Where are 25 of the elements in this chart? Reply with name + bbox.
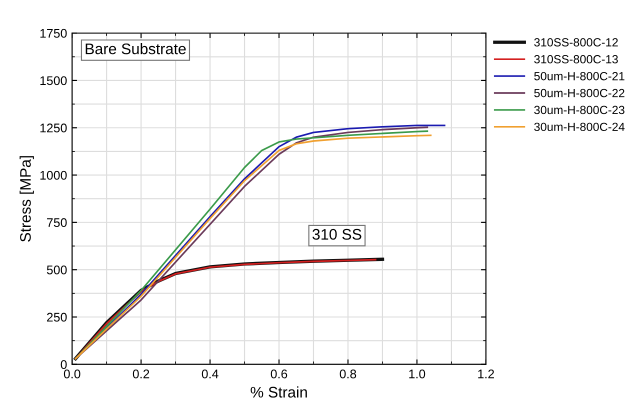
x-tick-label: 0.8 (340, 370, 356, 378)
x-tick-label: 0.0 (64, 370, 80, 378)
y-axis-title: Stress [MPa] (20, 156, 34, 242)
y-tick-label: 1250 (40, 124, 67, 132)
legend-label: 50um-H-800C-21 (534, 72, 624, 80)
y-tick-label: 750 (47, 218, 67, 228)
legend-label: 310SS-800C-12 (534, 38, 618, 47)
x-tick-label: 1.2 (478, 370, 494, 378)
y-tick-label: 0 (60, 360, 67, 369)
x-tick-label: 0.6 (270, 370, 288, 378)
x-tick-label: 0.4 (202, 370, 218, 378)
x-axis-title: % Strain (250, 386, 307, 398)
y-tick-label: 1500 (40, 76, 67, 86)
legend-label: 50um-H-800C-22 (534, 88, 624, 98)
y-tick-label: 500 (46, 265, 67, 274)
y-tick-label: 1750 (40, 28, 67, 38)
legend-label: 30um-H-800C-24 (534, 122, 625, 132)
y-tick-label: 1000 (40, 170, 67, 180)
x-tick-label: 0.2 (132, 370, 150, 378)
annotation: 310 SS (312, 228, 362, 240)
x-tick-label: 1.0 (409, 370, 426, 378)
annotation: Bare Substrate (86, 43, 186, 54)
legend-label: 30um-H-800C-23 (534, 106, 624, 114)
y-tick-label: 250 (47, 312, 67, 322)
legend-label: 310SS-800C-13 (534, 55, 618, 64)
